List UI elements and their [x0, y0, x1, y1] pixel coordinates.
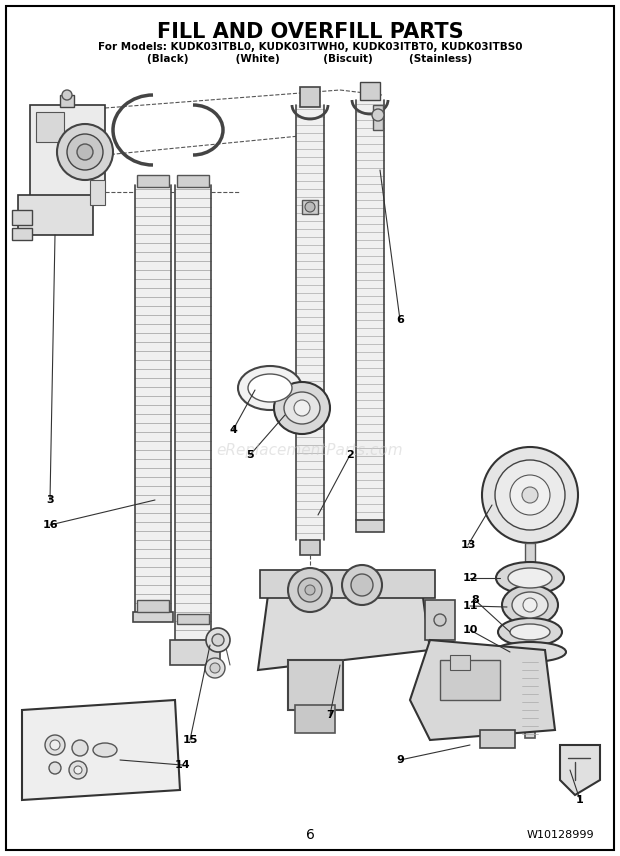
Text: 9: 9 — [396, 755, 404, 765]
Polygon shape — [410, 640, 555, 740]
Bar — [177, 614, 209, 624]
Ellipse shape — [494, 642, 566, 662]
Circle shape — [288, 568, 332, 612]
Circle shape — [523, 598, 537, 612]
Circle shape — [372, 109, 384, 121]
Circle shape — [50, 740, 60, 750]
Circle shape — [49, 762, 61, 774]
Ellipse shape — [502, 585, 558, 625]
Bar — [300, 87, 320, 107]
Text: 6: 6 — [396, 315, 404, 325]
Bar — [36, 112, 64, 142]
Circle shape — [305, 585, 315, 595]
Bar — [170, 640, 220, 665]
Text: (Black)             (White)            (Biscuit)          (Stainless): (Black) (White) (Biscuit) (Stainless) — [148, 54, 472, 64]
Text: For Models: KUDK03ITBL0, KUDK03ITWH0, KUDK03ITBT0, KUDK03ITBS0: For Models: KUDK03ITBL0, KUDK03ITWH0, KU… — [98, 42, 522, 52]
Bar — [480, 730, 515, 748]
Text: 5: 5 — [246, 450, 254, 460]
Bar — [177, 175, 209, 187]
Bar — [302, 200, 318, 214]
Ellipse shape — [512, 592, 548, 618]
Circle shape — [205, 658, 225, 678]
Bar — [133, 612, 173, 622]
Bar — [137, 175, 169, 187]
Bar — [30, 105, 105, 200]
Ellipse shape — [508, 568, 552, 588]
Text: W10128999: W10128999 — [526, 830, 594, 840]
Bar — [373, 105, 383, 130]
Ellipse shape — [284, 392, 320, 424]
Text: 14: 14 — [174, 760, 190, 770]
Circle shape — [67, 134, 103, 170]
Bar — [288, 660, 343, 710]
Bar — [356, 520, 384, 532]
Circle shape — [72, 740, 88, 756]
Bar — [300, 540, 320, 555]
Ellipse shape — [274, 382, 330, 434]
Ellipse shape — [238, 366, 302, 410]
Bar — [360, 82, 380, 100]
Circle shape — [482, 447, 578, 543]
Circle shape — [210, 663, 220, 673]
Text: 4: 4 — [229, 425, 237, 435]
Bar — [296, 105, 324, 540]
Circle shape — [74, 766, 82, 774]
Bar — [135, 185, 171, 620]
Circle shape — [45, 735, 65, 755]
Bar — [12, 210, 32, 225]
Bar — [525, 543, 535, 563]
Circle shape — [342, 565, 382, 605]
Text: 11: 11 — [463, 601, 478, 611]
Circle shape — [57, 124, 113, 180]
Circle shape — [298, 578, 322, 602]
Text: 16: 16 — [42, 520, 58, 530]
Circle shape — [351, 574, 373, 596]
Circle shape — [69, 761, 87, 779]
Ellipse shape — [496, 562, 564, 594]
Ellipse shape — [510, 624, 550, 640]
Text: 13: 13 — [460, 540, 476, 550]
Circle shape — [206, 628, 230, 652]
Bar — [525, 658, 535, 738]
Text: 8: 8 — [471, 595, 479, 605]
Bar — [450, 655, 470, 670]
Circle shape — [62, 90, 72, 100]
Bar — [295, 705, 335, 733]
Circle shape — [495, 460, 565, 530]
Bar — [356, 100, 384, 520]
Text: eReplacementParts.com: eReplacementParts.com — [216, 443, 404, 457]
Circle shape — [212, 634, 224, 646]
Circle shape — [77, 144, 93, 160]
Ellipse shape — [93, 743, 117, 757]
Bar — [18, 195, 93, 235]
Bar — [12, 228, 32, 240]
Ellipse shape — [248, 374, 292, 402]
Text: 1: 1 — [576, 795, 584, 805]
Polygon shape — [560, 745, 600, 795]
Circle shape — [294, 400, 310, 416]
Bar — [137, 600, 169, 612]
Text: 6: 6 — [306, 828, 314, 842]
Text: 2: 2 — [346, 450, 354, 460]
Text: 15: 15 — [182, 735, 198, 745]
Bar — [260, 570, 435, 598]
Bar — [90, 180, 105, 205]
Text: 10: 10 — [463, 625, 477, 635]
Circle shape — [434, 614, 446, 626]
Text: 7: 7 — [326, 710, 334, 720]
Text: 12: 12 — [463, 573, 478, 583]
Circle shape — [510, 475, 550, 515]
Bar — [440, 660, 500, 700]
Polygon shape — [258, 575, 430, 670]
Text: FILL AND OVERFILL PARTS: FILL AND OVERFILL PARTS — [157, 22, 463, 42]
Bar — [175, 185, 211, 640]
Circle shape — [305, 202, 315, 212]
Circle shape — [522, 487, 538, 503]
Text: 3: 3 — [46, 495, 54, 505]
Ellipse shape — [498, 618, 562, 646]
Polygon shape — [22, 700, 180, 800]
Bar — [425, 600, 455, 640]
Bar — [60, 95, 74, 107]
